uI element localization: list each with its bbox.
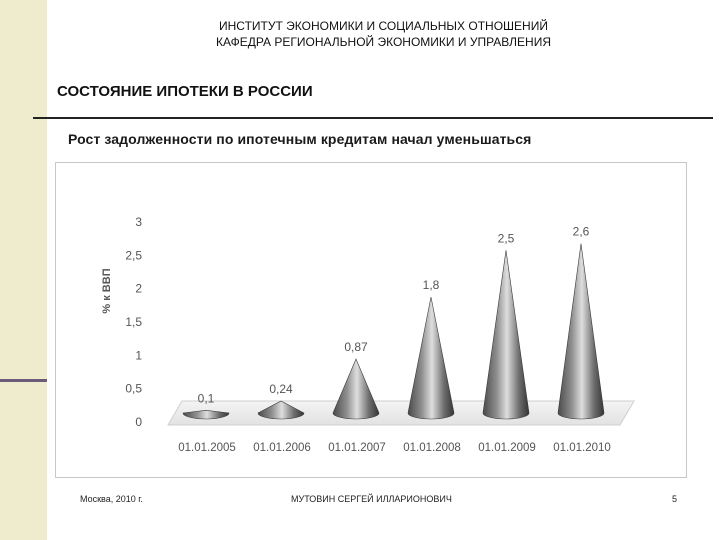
cone-bar [257,400,305,420]
x-tick-label: 01.01.2009 [478,442,536,454]
cone-bar [332,358,380,420]
cone-bar [407,296,455,420]
cone-body [557,243,605,420]
title-divider [33,117,713,119]
data-label: 2,5 [498,231,515,245]
cone-body [257,400,305,420]
institute-name: ИНСТИТУТ ЭКОНОМИКИ И СОЦИАЛЬНЫХ ОТНОШЕНИ… [219,19,548,33]
y-tick-label: 2 [135,282,142,296]
left-band-accent-line [0,379,47,382]
cone-body [332,358,380,420]
y-tick-label: 1 [135,348,142,362]
cone-body [407,296,455,420]
cone-bar [557,243,605,420]
page-number: 5 [672,494,678,504]
data-label: 1,8 [423,278,440,292]
cone-bar [482,250,530,420]
data-label: 0,24 [269,382,293,396]
x-tick-label: 01.01.2005 [178,442,236,454]
chart-frame: 0 0,5 1 1,5 2 2,5 3 % к ВВП 0,1 01.01.2005 0,24 01… [55,162,687,478]
mortgage-debt-chart: 0 0,5 1 1,5 2 2,5 3 % к ВВП 0,1 01.01.2005 0,24 01… [101,215,635,454]
x-tick-label: 01.01.2006 [253,442,311,454]
left-decorative-band [0,0,47,540]
y-tick-label: 2,5 [125,248,142,262]
y-axis-title: % к ВВП [101,268,113,313]
slide-subtitle: Рост задолженности по ипотечным кредитам… [68,131,532,147]
y-tick-label: 1,5 [125,315,142,329]
cone-body [182,410,230,420]
x-tick-label: 01.01.2008 [403,442,461,454]
footer-author: МУТОВИН СЕРГЕЙ ИЛЛАРИОНОВИЧ [291,494,452,504]
section-title: СОСТОЯНИЕ ИПОТЕКИ В РОССИИ [57,83,313,100]
y-tick-label: 0 [135,415,142,429]
data-label: 2,6 [573,225,590,239]
y-tick-label: 3 [135,215,142,229]
y-tick-label: 0,5 [125,382,142,396]
institute-header: ИНСТИТУТ ЭКОНОМИКИ И СОЦИАЛЬНЫХ ОТНОШЕНИ… [47,18,720,50]
cone-bar [182,410,230,420]
data-label: 0,87 [344,340,368,354]
cone-body [482,250,530,420]
department-name: КАФЕДРА РЕГИОНАЛЬНОЙ ЭКОНОМИКИ И УПРАВЛЕ… [216,35,551,49]
x-tick-label: 01.01.2007 [328,442,386,454]
x-tick-label: 01.01.2010 [553,442,611,454]
footer-location-year: Москва, 2010 г. [80,494,143,504]
data-label: 0,1 [198,391,215,405]
